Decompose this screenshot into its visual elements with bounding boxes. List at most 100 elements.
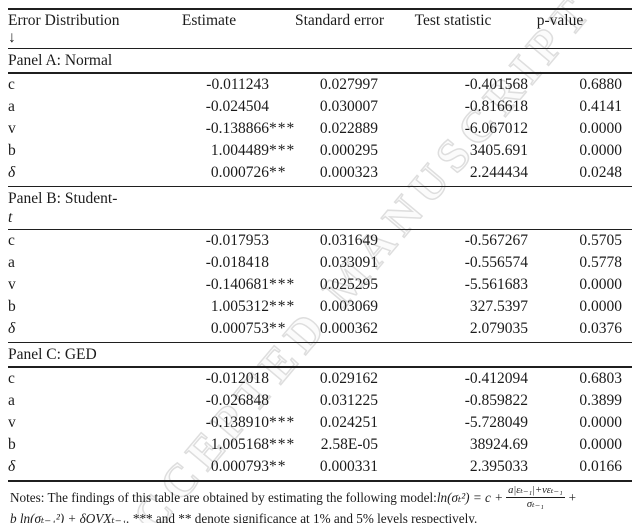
estimate-cell: -0.024504: [123, 96, 295, 118]
estimate-cell: 1.004489***: [123, 140, 295, 162]
param-label: v: [8, 414, 16, 431]
estimate-cell: -0.140681***: [123, 274, 295, 296]
p-value-cell: 0.3899: [579, 392, 622, 409]
panel-c-label-row: Panel C: GED: [8, 342, 632, 367]
std-error-cell: 0.033091: [319, 254, 378, 271]
panel-c-section: Panel C: GED c -0.012018 0.029162 -0.412…: [8, 342, 632, 481]
std-error-cell: 0.031649: [319, 232, 378, 249]
column-header-error-distribution-label: Error Distribution: [8, 12, 120, 29]
param-label: b: [8, 298, 16, 315]
header-row: Error Distribution ↓ Estimate Standard e…: [8, 9, 632, 49]
param-label: b: [8, 142, 16, 159]
table-row: c -0.012018 0.029162 -0.412094 0.6803: [8, 367, 632, 390]
estimate-value: 0.000793: [210, 458, 269, 475]
test-stat-cell: -5.728049: [464, 414, 528, 431]
significance-stars: **: [269, 320, 287, 337]
estimate-value: -0.138866: [205, 120, 269, 137]
p-value-cell: 0.6803: [579, 370, 622, 387]
p-value-cell: 0.0000: [579, 120, 622, 137]
param-label: a: [8, 392, 15, 409]
p-value-cell: 0.5778: [579, 254, 622, 271]
estimate-cell: 0.000793**: [123, 456, 295, 481]
estimate-value: -0.138910: [205, 414, 269, 431]
panel-b-section: Panel B: Student- t c -0.017953 0.031649…: [8, 186, 632, 343]
table-row: a -0.026848 0.031225 -0.859822 0.3899: [8, 390, 632, 412]
estimate-cell: -0.011243: [123, 73, 295, 96]
test-stat-cell: 38924.69: [469, 436, 528, 453]
test-stat-cell: -0.816618: [464, 98, 528, 115]
estimate-value: -0.026848: [205, 392, 269, 409]
estimate-value: 1.005168: [210, 436, 269, 453]
p-value-cell: 0.0000: [579, 436, 622, 453]
panel-a-label: Panel A: Normal: [8, 52, 113, 69]
estimate-value: 0.000726: [210, 164, 269, 181]
table-row: v -0.138866*** 0.022889 -6.067012 0.0000: [8, 118, 632, 140]
p-value-cell: 0.4141: [579, 98, 622, 115]
column-header-standard-error: Standard error: [295, 9, 384, 49]
estimation-results-table: Error Distribution ↓ Estimate Standard e…: [8, 8, 632, 482]
column-header-p-value: p-value: [528, 9, 632, 49]
std-error-cell: 0.003069: [319, 298, 378, 315]
std-error-cell: 0.025295: [319, 276, 378, 293]
table-row: a -0.018418 0.033091 -0.556574 0.5778: [8, 252, 632, 274]
estimate-value: -0.018418: [205, 254, 269, 271]
significance-stars: ***: [269, 120, 296, 137]
test-stat-cell: -0.401568: [464, 76, 528, 93]
estimate-cell: -0.138910***: [123, 412, 295, 434]
estimate-value: -0.012018: [205, 370, 269, 387]
significance-stars: ***: [269, 436, 296, 453]
panel-a-label-row: Panel A: Normal: [8, 49, 632, 73]
param-label-delta: δ: [8, 458, 16, 475]
std-error-cell: 0.022889: [319, 120, 378, 137]
table-row: v -0.140681*** 0.025295 -5.561683 0.0000: [8, 274, 632, 296]
p-value-cell: 0.6880: [579, 76, 622, 93]
test-stat-cell: 327.5397: [469, 298, 528, 315]
estimate-cell: 1.005168***: [123, 434, 295, 456]
test-stat-cell: -6.067012: [464, 120, 528, 137]
notes-line-1: Notes: The findings of this table are ob…: [10, 485, 634, 510]
notes-prefix: Notes: The findings of this table are ob…: [10, 489, 437, 505]
panel-b-label-line2: t: [8, 209, 13, 226]
table-row: c -0.017953 0.031649 -0.567267 0.5705: [8, 230, 632, 253]
p-value-cell: 0.0000: [579, 276, 622, 293]
estimate-value: -0.024504: [205, 98, 269, 115]
test-stat-cell: -0.412094: [464, 370, 528, 387]
table-notes: Notes: The findings of this table are ob…: [10, 485, 634, 523]
estimate-value: -0.011243: [206, 76, 269, 93]
table-header: Error Distribution ↓ Estimate Standard e…: [8, 9, 632, 49]
table-row: δ 0.000753** 0.000362 2.079035 0.0376: [8, 318, 632, 343]
estimate-value: 1.005312: [210, 298, 269, 315]
significance-stars: **: [269, 458, 287, 475]
std-error-cell: 0.000331: [319, 458, 378, 475]
panel-b-label-row: Panel B: Student- t: [8, 186, 632, 230]
test-stat-cell: 3405.691: [469, 142, 528, 159]
column-header-estimate: Estimate: [123, 9, 295, 49]
significance-stars: ***: [269, 414, 296, 431]
param-label: a: [8, 254, 15, 271]
model-fraction: a|εₜ₋₁|+vεₜ₋₁ σₜ₋₁: [506, 485, 565, 510]
std-error-cell: 0.024251: [319, 414, 378, 431]
estimate-value: -0.140681: [205, 276, 269, 293]
std-error-cell: 0.027997: [319, 76, 378, 93]
param-label-delta: δ: [8, 164, 16, 181]
param-label: v: [8, 120, 16, 137]
test-stat-cell: 2.079035: [469, 320, 528, 337]
test-stat-cell: -0.556574: [464, 254, 528, 271]
column-header-error-distribution: Error Distribution ↓: [8, 9, 123, 49]
panel-c-label: Panel C: GED: [8, 346, 97, 363]
std-error-cell: 0.031225: [319, 392, 378, 409]
table-row: b 1.004489*** 0.000295 3405.691 0.0000: [8, 140, 632, 162]
model-equation-start: ln(σₜ²) = c +: [436, 489, 504, 505]
table-row: a -0.024504 0.030007 -0.816618 0.4141: [8, 96, 632, 118]
test-stat-cell: 2.244434: [469, 164, 528, 181]
fraction-numerator: a|εₜ₋₁|+vεₜ₋₁: [506, 485, 565, 498]
model-equation-line2: b ln(σₜ₋₁²) + δOVXₜ₋₁.: [10, 511, 130, 523]
notes-line-2: b ln(σₜ₋₁²) + δOVXₜ₋₁. *** and ** denote…: [10, 510, 634, 523]
estimate-value: -0.017953: [205, 232, 269, 249]
estimate-cell: -0.017953: [123, 230, 295, 253]
significance-stars: ***: [269, 142, 296, 159]
std-error-cell: 0.030007: [319, 98, 378, 115]
param-label: b: [8, 436, 16, 453]
estimate-cell: -0.018418: [123, 252, 295, 274]
significance-stars: ***: [269, 298, 296, 315]
